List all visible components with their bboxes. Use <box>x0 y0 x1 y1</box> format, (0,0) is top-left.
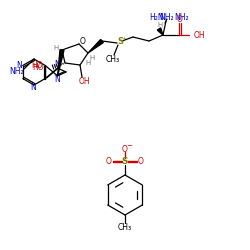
Text: N: N <box>55 60 60 69</box>
Text: O: O <box>138 158 144 166</box>
Text: S: S <box>117 38 123 46</box>
Text: N: N <box>55 75 60 84</box>
Text: OH: OH <box>78 76 90 86</box>
Polygon shape <box>58 50 64 76</box>
Text: H: H <box>90 55 94 61</box>
Text: −: − <box>126 143 132 149</box>
Text: S: S <box>122 158 128 166</box>
Text: NH₂: NH₂ <box>174 14 189 22</box>
Text: H₂N: H₂N <box>150 14 164 22</box>
Text: H: H <box>54 45 59 51</box>
Text: OH: OH <box>194 30 205 40</box>
Text: N: N <box>16 61 22 70</box>
Text: O: O <box>80 38 86 46</box>
Text: CH₃: CH₃ <box>106 56 120 64</box>
Text: N: N <box>30 84 36 92</box>
Polygon shape <box>88 40 103 53</box>
Text: O: O <box>177 14 183 24</box>
Text: HO: HO <box>32 62 44 72</box>
Polygon shape <box>157 28 163 35</box>
Text: H: H <box>86 60 90 66</box>
Text: O: O <box>122 144 128 154</box>
Text: NH₂: NH₂ <box>160 12 174 22</box>
Text: CH₃: CH₃ <box>118 224 132 232</box>
Text: HO: HO <box>32 62 43 70</box>
Text: NH₂: NH₂ <box>10 66 24 76</box>
Text: +: + <box>122 36 127 41</box>
Text: H: H <box>158 22 162 28</box>
Text: O: O <box>106 158 112 166</box>
